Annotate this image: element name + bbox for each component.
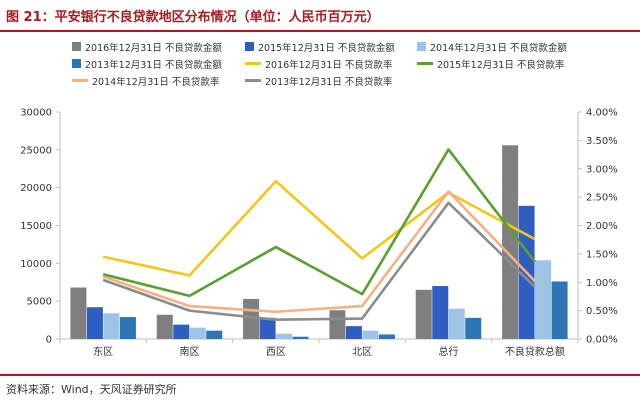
bar <box>465 317 482 339</box>
bar <box>378 334 395 339</box>
category-label: 北区 <box>352 346 372 358</box>
category-label: 总行 <box>439 345 459 358</box>
right-tick-label: 1.50% <box>586 249 618 260</box>
bar <box>502 145 519 339</box>
bar <box>292 336 309 339</box>
right-tick-label: 2.50% <box>586 193 618 204</box>
title-rule <box>0 30 640 32</box>
left-tick-label: 10000 <box>20 259 52 270</box>
left-tick-label: 5000 <box>27 297 52 308</box>
chart-canvas: 0 5000 10000 15000 20000 25000 30000 0.00% 0.50%… <box>20 108 618 359</box>
right-tick-label: 0.00% <box>586 335 618 346</box>
bar <box>156 314 173 339</box>
bar <box>448 308 465 339</box>
bar <box>259 317 276 339</box>
right-tick-label: 1.00% <box>586 278 618 289</box>
bar <box>173 324 190 339</box>
bar <box>415 289 432 339</box>
right-tick-label: 3.50% <box>586 136 618 147</box>
left-tick-label: 30000 <box>20 108 52 119</box>
right-tick-label: 0.50% <box>586 306 618 317</box>
bar <box>86 307 103 339</box>
bar <box>119 317 136 339</box>
category-label: 南区 <box>180 345 200 358</box>
bar <box>362 330 379 339</box>
series-line <box>102 201 536 322</box>
bar <box>103 313 120 339</box>
bar <box>551 281 568 339</box>
bar <box>276 333 293 339</box>
bar <box>206 330 223 339</box>
bar <box>432 286 449 339</box>
right-tick-label: 2.00% <box>586 221 618 232</box>
category-label: 西区 <box>266 346 286 358</box>
left-tick-label: 0 <box>46 335 52 346</box>
left-tick-label: 25000 <box>20 145 52 156</box>
category-label: 不良贷款总额 <box>505 345 565 358</box>
series-line <box>102 179 536 277</box>
right-tick-label: 3.00% <box>586 164 618 175</box>
bar <box>345 326 362 339</box>
category-label: 东区 <box>93 345 113 358</box>
footer-rule <box>0 374 640 376</box>
right-tick-label: 4.00% <box>586 108 618 119</box>
source-note: 资料来源：Wind，天风证券研究所 <box>6 383 177 396</box>
bar <box>189 327 206 339</box>
left-tick-label: 15000 <box>20 221 52 232</box>
series-line <box>102 148 536 298</box>
left-tick-label: 20000 <box>20 183 52 194</box>
title-bar: 图 21：平安银行不良贷款地区分布情况（单位：人民币百万元） <box>0 0 640 30</box>
bar <box>70 287 87 339</box>
bar <box>329 310 346 339</box>
series-line <box>102 190 536 314</box>
chart-title: 图 21：平安银行不良贷款地区分布情况（单位：人民币百万元） <box>6 10 380 25</box>
bar <box>535 260 552 339</box>
